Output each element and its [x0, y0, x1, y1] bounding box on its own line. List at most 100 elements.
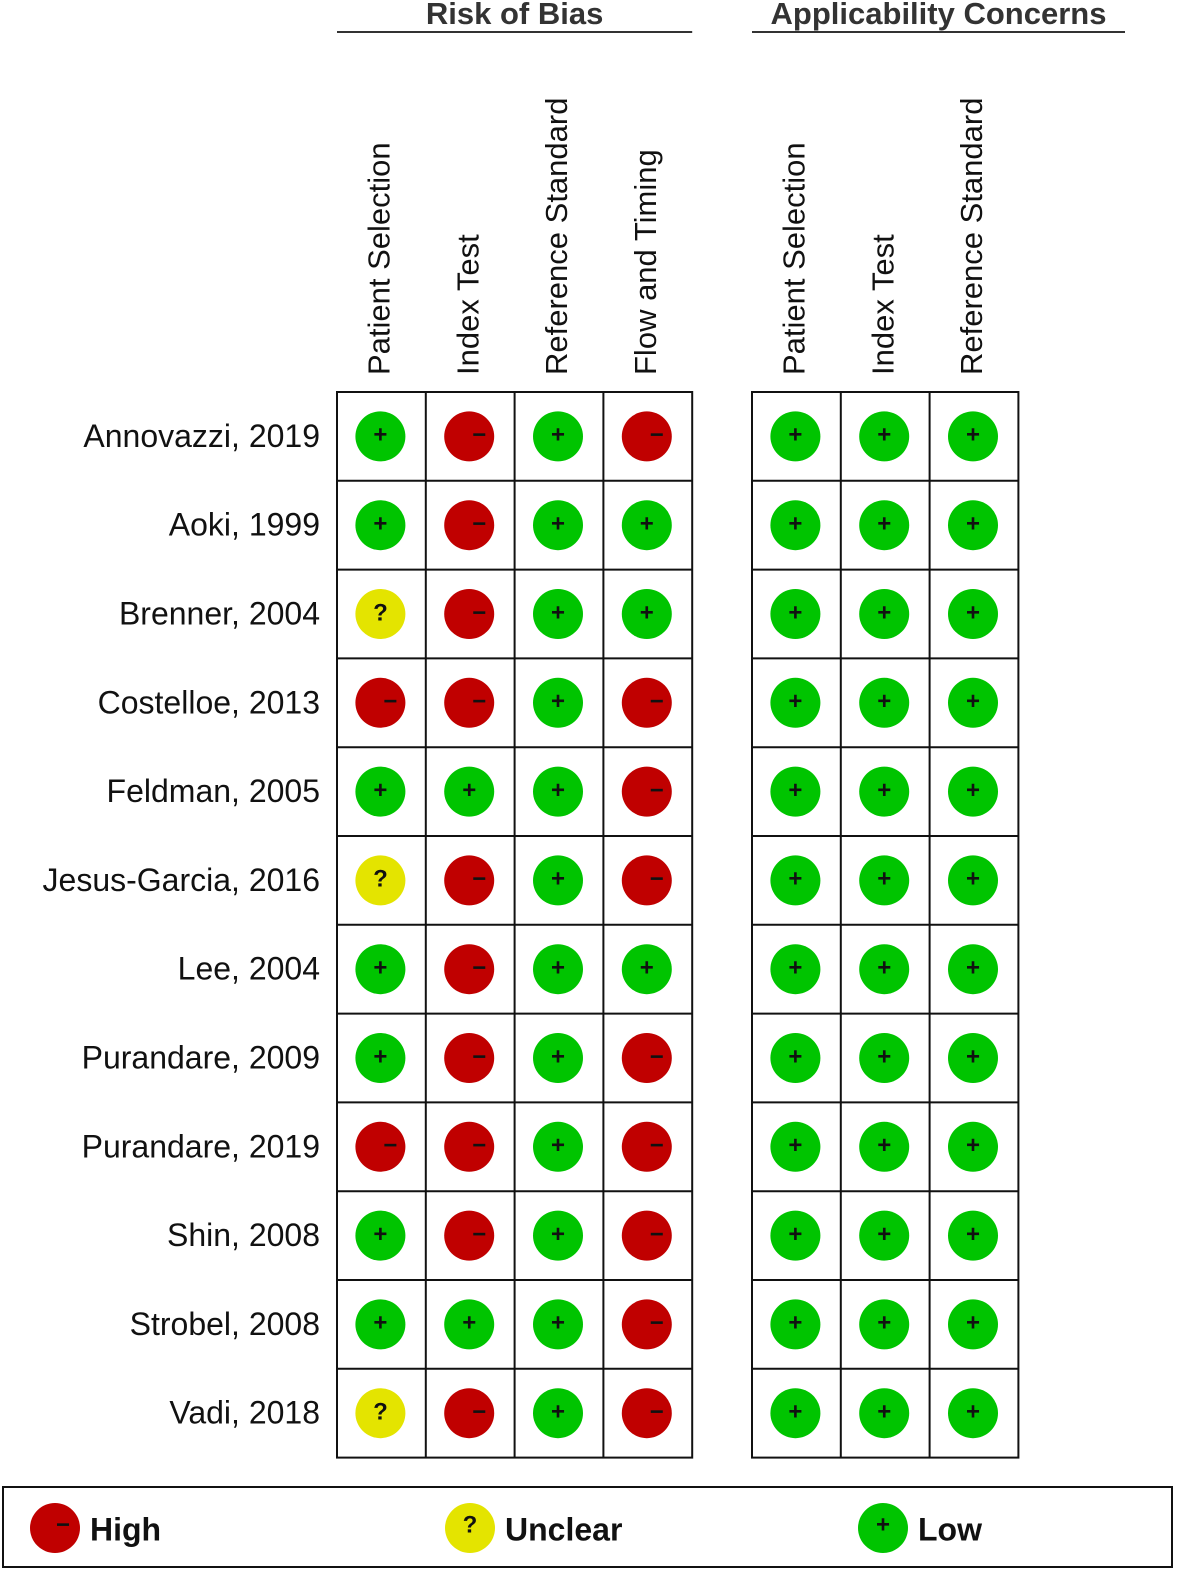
judgment-circle	[621, 589, 672, 639]
judgment-circle	[355, 500, 406, 551]
judgment-circle	[621, 1121, 672, 1172]
judgment-symbol: +	[551, 1132, 565, 1159]
judgment-circle	[533, 1033, 583, 1083]
judgment-symbol: +	[966, 1043, 980, 1070]
study-label: Lee, 2004	[178, 951, 320, 987]
study-label: Brenner, 2004	[119, 595, 320, 631]
judgment-symbol: +	[877, 866, 891, 893]
judgment-circle	[859, 1121, 910, 1172]
legend-circle	[858, 1503, 908, 1553]
judgment-circle	[444, 677, 495, 728]
judgment-circle	[859, 411, 910, 462]
judgment-circle	[533, 411, 583, 462]
study-label: Jesus-Garcia, 2016	[43, 862, 320, 898]
judgment-symbol: −	[383, 1132, 397, 1159]
judgment-circle	[355, 855, 406, 906]
judgment-symbol: +	[877, 777, 891, 804]
judgment-symbol: +	[551, 955, 565, 982]
judgment-circle	[621, 677, 672, 728]
judgment-circle	[770, 1210, 821, 1261]
judgment-circle	[859, 766, 910, 817]
judgment-circle	[444, 1121, 495, 1172]
judgment-circle	[770, 411, 821, 462]
judgment-circle	[533, 766, 583, 817]
study-label: Shin, 2008	[167, 1217, 320, 1253]
judgment-symbol: +	[877, 422, 891, 449]
judgment-circle	[533, 944, 583, 995]
judgment-circle	[444, 1388, 495, 1439]
judgment-symbol: −	[472, 688, 486, 715]
judgment-circle	[444, 766, 495, 817]
judgment-circle	[948, 766, 998, 817]
judgment-circle	[444, 500, 495, 551]
judgment-symbol: −	[472, 866, 486, 893]
judgment-circle	[355, 589, 406, 639]
judgment-symbol: +	[788, 1043, 802, 1070]
judgment-circle	[621, 411, 672, 462]
judgment-symbol: −	[472, 955, 486, 982]
study-label: Purandare, 2019	[82, 1128, 320, 1164]
judgment-circle	[533, 677, 583, 728]
judgment-circle	[859, 677, 910, 728]
judgment-symbol: +	[788, 688, 802, 715]
judgment-circle	[621, 766, 672, 817]
judgment-symbol: +	[640, 955, 654, 982]
judgment-circle	[948, 589, 998, 639]
column-header: Patient Selection	[777, 142, 812, 375]
judgment-circle	[444, 944, 495, 995]
judgment-circle	[948, 1299, 998, 1350]
judgment-symbol: +	[373, 777, 387, 804]
study-label: Costelloe, 2013	[98, 684, 320, 720]
judgment-circle	[770, 589, 821, 639]
judgment-symbol: +	[788, 511, 802, 538]
judgment-circle	[444, 1210, 495, 1261]
judgment-circle	[770, 766, 821, 817]
judgment-circle	[533, 855, 583, 906]
legend-label: Low	[918, 1511, 982, 1547]
judgment-symbol: −	[650, 1132, 664, 1159]
judgment-circle	[770, 1121, 821, 1172]
judgment-symbol: +	[966, 422, 980, 449]
judgment-circle	[621, 944, 672, 995]
judgment-symbol: +	[788, 955, 802, 982]
study-label: Purandare, 2009	[82, 1039, 320, 1075]
judgment-circle	[948, 411, 998, 462]
judgment-symbol: −	[650, 777, 664, 804]
judgment-circle	[533, 589, 583, 639]
judgment-circle	[770, 1388, 821, 1439]
judgment-symbol: +	[966, 688, 980, 715]
judgment-symbol: +	[877, 1132, 891, 1159]
column-header: Flow and Timing	[628, 149, 663, 375]
judgment-symbol: +	[966, 866, 980, 893]
group-title: Risk of Bias	[426, 0, 603, 31]
legend-symbol: −	[56, 1511, 70, 1538]
judgment-circle	[948, 500, 998, 551]
judgment-symbol: ?	[373, 599, 388, 626]
judgment-circle	[355, 1210, 406, 1261]
judgment-symbol: −	[650, 1043, 664, 1070]
judgment-circle	[533, 500, 583, 551]
judgment-symbol: +	[788, 1132, 802, 1159]
judgment-symbol: +	[373, 1221, 387, 1248]
judgment-circle	[948, 677, 998, 728]
judgment-circle	[355, 1121, 406, 1172]
judgment-circle	[533, 1121, 583, 1172]
judgment-circle	[948, 1121, 998, 1172]
judgment-symbol: +	[551, 599, 565, 626]
judgment-symbol: −	[650, 866, 664, 893]
column-header: Reference Standard	[954, 98, 989, 375]
judgment-symbol: +	[788, 777, 802, 804]
judgment-circle	[355, 677, 406, 728]
judgment-symbol: +	[551, 1310, 565, 1337]
study-label: Annovazzi, 2019	[83, 418, 320, 454]
judgment-symbol: +	[551, 777, 565, 804]
judgment-symbol: −	[472, 1043, 486, 1070]
judgment-symbol: +	[788, 1221, 802, 1248]
judgment-symbol: −	[472, 1221, 486, 1248]
study-label: Vadi, 2018	[169, 1395, 320, 1431]
judgment-circle	[770, 944, 821, 995]
judgment-symbol: +	[966, 1310, 980, 1337]
judgment-symbol: −	[472, 1132, 486, 1159]
judgment-circle	[948, 1210, 998, 1261]
